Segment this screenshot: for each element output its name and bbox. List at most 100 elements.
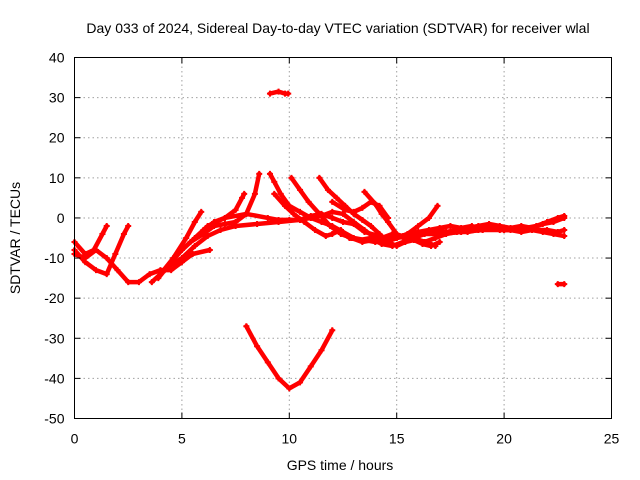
data-point — [146, 271, 153, 278]
y-tick-label: 40 — [49, 50, 65, 66]
y-tick-label: -50 — [44, 411, 64, 427]
data-point — [376, 230, 383, 237]
data-point — [271, 190, 278, 197]
data-point — [120, 230, 127, 237]
data-point — [350, 218, 357, 225]
data-point — [554, 281, 561, 288]
series-points-arc-12 — [316, 174, 443, 250]
data-point — [329, 214, 336, 221]
data-point — [275, 375, 282, 382]
data-point — [288, 174, 295, 181]
data-point — [561, 226, 568, 233]
data-point — [550, 218, 557, 225]
data-point — [464, 224, 471, 231]
data-point — [191, 218, 198, 225]
y-tick-label: -40 — [44, 370, 64, 386]
series-line-arc-3 — [72, 247, 213, 285]
data-point — [254, 343, 261, 350]
data-point — [312, 226, 319, 233]
data-point — [200, 226, 207, 233]
data-point — [92, 247, 99, 254]
data-point — [275, 88, 282, 95]
series-points-arc-18 — [554, 281, 568, 288]
data-point — [232, 206, 239, 213]
data-point — [415, 228, 422, 235]
data-point — [318, 218, 325, 225]
data-point — [155, 275, 162, 282]
data-point — [282, 202, 289, 209]
series-layer — [71, 88, 568, 392]
data-point — [453, 226, 460, 233]
x-tick-label: 10 — [282, 431, 298, 447]
data-point — [286, 216, 293, 223]
series-points-arc-3 — [71, 247, 213, 286]
data-point — [251, 190, 258, 197]
data-point — [305, 198, 312, 205]
grid-layer — [74, 57, 612, 419]
data-point — [342, 206, 349, 213]
data-point — [157, 271, 164, 278]
data-point — [367, 222, 374, 229]
data-point — [239, 194, 246, 201]
data-point — [539, 228, 546, 235]
data-point — [135, 279, 142, 286]
data-point — [166, 263, 173, 270]
data-point — [285, 90, 292, 97]
y-axis-label: SDTVAR / TECUs — [7, 182, 23, 294]
data-point — [232, 222, 239, 229]
data-point — [125, 222, 132, 229]
y-tick-label: 0 — [57, 210, 65, 226]
data-point — [307, 363, 314, 370]
data-point — [329, 327, 336, 334]
data-point — [378, 235, 385, 241]
data-point — [266, 90, 273, 97]
data-point — [389, 230, 396, 237]
data-point — [529, 224, 536, 231]
data-point — [333, 194, 340, 201]
data-point — [316, 174, 323, 181]
data-point — [148, 279, 155, 286]
data-point — [329, 230, 336, 237]
data-point — [410, 235, 417, 241]
data-point — [432, 235, 439, 241]
data-point — [266, 170, 273, 177]
series-points-arc-17 — [266, 88, 292, 97]
data-point — [425, 214, 432, 221]
data-point — [400, 232, 407, 239]
data-point — [415, 222, 422, 229]
data-point — [361, 188, 368, 195]
data-point — [206, 247, 213, 254]
data-point — [359, 204, 366, 211]
y-tick-label: -30 — [44, 330, 64, 346]
data-point — [168, 267, 175, 274]
series-points-arc-15 — [378, 214, 568, 241]
data-point — [434, 202, 441, 209]
data-point — [539, 220, 546, 227]
data-point — [183, 235, 190, 241]
y-tick-label: 10 — [49, 170, 65, 186]
data-point — [329, 198, 336, 205]
data-point — [436, 239, 443, 246]
series-line-arc-1 — [72, 223, 109, 257]
data-point — [486, 220, 493, 227]
data-point — [507, 224, 514, 231]
data-point — [419, 241, 426, 248]
data-point — [393, 243, 400, 250]
data-point — [211, 218, 218, 225]
data-point — [348, 235, 355, 241]
data-point — [103, 222, 110, 229]
data-point — [112, 251, 119, 258]
x-tick-label: 0 — [71, 431, 79, 447]
x-tick-label: 15 — [389, 431, 405, 447]
data-point — [125, 279, 132, 286]
data-point — [376, 202, 383, 209]
data-point — [561, 232, 568, 239]
x-tick-label: 25 — [604, 431, 620, 447]
x-tick-label: 5 — [178, 431, 186, 447]
data-point — [475, 222, 482, 229]
data-point — [170, 255, 177, 262]
data-point — [340, 210, 346, 217]
data-point — [496, 222, 503, 229]
data-point — [443, 228, 450, 235]
